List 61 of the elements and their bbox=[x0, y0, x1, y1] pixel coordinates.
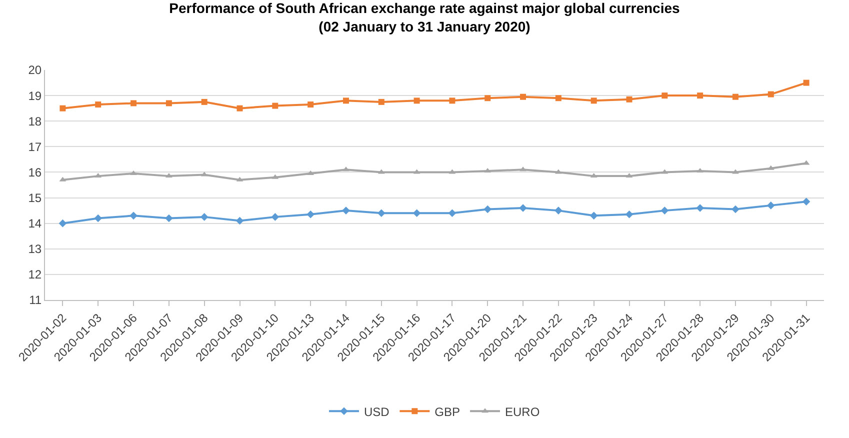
point bbox=[802, 198, 810, 206]
point bbox=[768, 91, 774, 98]
point bbox=[696, 204, 704, 212]
point bbox=[697, 92, 704, 99]
point bbox=[130, 100, 137, 106]
point bbox=[625, 210, 634, 218]
y-tick-label: 12 bbox=[28, 268, 42, 282]
point bbox=[590, 212, 598, 220]
point bbox=[342, 206, 350, 214]
point bbox=[166, 100, 172, 106]
y-tick-label: 13 bbox=[28, 242, 42, 256]
chart-title: Performance of South African exchange rate against major global currencies (02 January to 31 January 2020) bbox=[169, 0, 680, 34]
point bbox=[201, 98, 208, 105]
point bbox=[732, 169, 739, 174]
point bbox=[590, 98, 597, 104]
point bbox=[308, 102, 314, 108]
y-tick-label: 14 bbox=[28, 216, 42, 231]
legend-label: USD bbox=[364, 404, 390, 419]
y-tick-label: 20 bbox=[28, 63, 42, 78]
point bbox=[271, 213, 280, 221]
y-tick-label: 18 bbox=[28, 114, 42, 128]
point bbox=[377, 209, 386, 218]
point bbox=[660, 206, 669, 214]
point bbox=[414, 98, 420, 104]
y-tick-label: 17 bbox=[28, 140, 42, 154]
point bbox=[448, 209, 456, 218]
point bbox=[58, 219, 67, 228]
point bbox=[766, 202, 775, 210]
point bbox=[519, 204, 527, 212]
point bbox=[236, 105, 243, 112]
point bbox=[520, 166, 526, 172]
point bbox=[60, 105, 66, 112]
point bbox=[484, 95, 491, 102]
y-tick-label: 11 bbox=[29, 293, 42, 308]
y-tick-label: 15 bbox=[28, 190, 42, 205]
point bbox=[732, 94, 738, 100]
point bbox=[662, 92, 668, 99]
point bbox=[732, 205, 740, 214]
point bbox=[554, 206, 562, 214]
point bbox=[130, 212, 138, 220]
point bbox=[342, 166, 350, 172]
point bbox=[236, 216, 244, 225]
legend-label: GBP bbox=[434, 404, 460, 419]
y-tick-label: 19 bbox=[28, 88, 42, 103]
point bbox=[165, 214, 173, 222]
point bbox=[378, 98, 384, 105]
point bbox=[803, 80, 810, 86]
point bbox=[449, 98, 456, 104]
y-tick-label: 16 bbox=[28, 165, 42, 180]
point bbox=[520, 94, 526, 100]
point bbox=[342, 98, 349, 104]
point bbox=[412, 209, 421, 218]
point bbox=[200, 213, 208, 221]
point bbox=[626, 96, 632, 102]
legend-label: EURO bbox=[505, 404, 540, 419]
point bbox=[484, 205, 492, 214]
point bbox=[555, 95, 562, 102]
point bbox=[95, 102, 102, 108]
point bbox=[306, 210, 314, 218]
point bbox=[94, 214, 102, 222]
point bbox=[272, 102, 278, 109]
